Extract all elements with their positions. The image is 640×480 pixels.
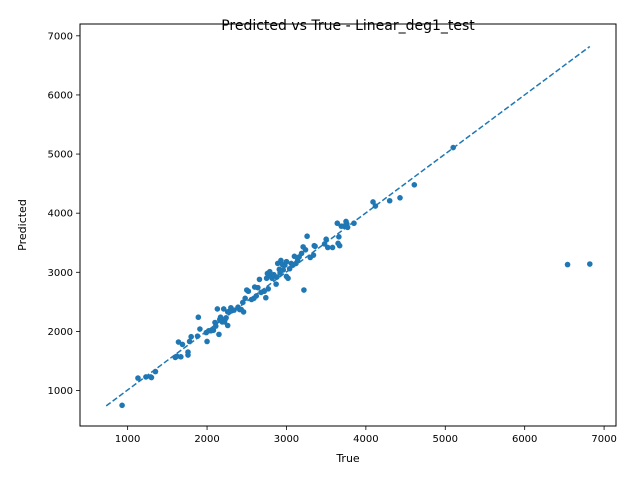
chart-title: Predicted vs True - Linear_deg1_test bbox=[221, 18, 475, 34]
data-point bbox=[245, 288, 252, 295]
data-point bbox=[411, 182, 418, 188]
data-point bbox=[291, 253, 298, 260]
data-point bbox=[336, 234, 342, 240]
data-point bbox=[204, 338, 210, 345]
y-tick-label: 4000 bbox=[48, 209, 73, 220]
x-tick-label: 3000 bbox=[274, 434, 299, 445]
x-tick-label: 7000 bbox=[591, 434, 616, 445]
data-point bbox=[334, 220, 341, 227]
data-point bbox=[195, 314, 202, 321]
data-point bbox=[148, 374, 155, 381]
data-point bbox=[214, 306, 221, 312]
data-point bbox=[386, 197, 393, 204]
data-point bbox=[336, 242, 343, 249]
data-point bbox=[301, 287, 307, 293]
points-layer bbox=[119, 144, 593, 409]
data-point bbox=[280, 267, 287, 273]
data-point bbox=[224, 322, 231, 329]
x-tick-label: 5000 bbox=[433, 434, 458, 445]
data-point bbox=[370, 199, 376, 205]
data-point bbox=[240, 309, 247, 315]
data-point bbox=[302, 247, 309, 253]
data-point bbox=[197, 326, 203, 332]
y-tick-label: 1000 bbox=[48, 386, 73, 397]
data-point bbox=[266, 268, 273, 275]
data-point bbox=[329, 244, 336, 251]
data-point bbox=[312, 243, 318, 250]
y-axis-label: Predicted bbox=[16, 199, 29, 251]
data-point bbox=[283, 258, 290, 265]
data-point bbox=[397, 195, 403, 201]
data-point bbox=[119, 402, 125, 409]
data-point bbox=[210, 327, 217, 334]
y-tick-label: 5000 bbox=[48, 150, 73, 161]
data-point bbox=[304, 233, 310, 240]
data-point bbox=[188, 333, 194, 340]
data-point bbox=[212, 323, 219, 329]
y-tick-label: 6000 bbox=[48, 90, 73, 101]
data-point bbox=[263, 294, 269, 301]
data-point bbox=[274, 274, 280, 280]
data-point bbox=[242, 295, 248, 302]
data-point bbox=[285, 275, 291, 282]
x-axis-label: True bbox=[335, 452, 360, 465]
data-point bbox=[217, 314, 224, 321]
data-point bbox=[265, 286, 272, 292]
data-point bbox=[298, 250, 305, 257]
data-point bbox=[220, 306, 227, 312]
data-point bbox=[135, 375, 141, 381]
data-point bbox=[178, 354, 184, 360]
data-point bbox=[256, 276, 263, 283]
data-point bbox=[273, 281, 279, 287]
y-tick-label: 2000 bbox=[48, 327, 73, 338]
data-point bbox=[351, 220, 357, 227]
reference-line bbox=[105, 45, 591, 407]
data-point bbox=[587, 261, 593, 267]
y-axis: 1000 2000 3000 4000 5000 6000 7000 bbox=[48, 31, 80, 397]
data-point bbox=[179, 341, 186, 348]
reference-line-layer bbox=[105, 45, 591, 407]
data-point bbox=[185, 349, 191, 355]
x-tick-label: 6000 bbox=[512, 434, 537, 445]
plot-area-frame bbox=[79, 23, 617, 427]
data-point bbox=[324, 244, 331, 251]
x-axis: 1000 2000 3000 4000 5000 6000 7000 bbox=[115, 426, 617, 445]
data-point bbox=[216, 331, 222, 338]
data-point bbox=[255, 284, 261, 291]
y-tick-label: 3000 bbox=[48, 268, 73, 279]
data-point bbox=[564, 261, 571, 268]
data-point bbox=[231, 307, 237, 313]
data-point bbox=[310, 252, 317, 258]
x-tick-label: 4000 bbox=[353, 434, 378, 445]
x-tick-label: 1000 bbox=[115, 434, 140, 445]
y-tick-label: 7000 bbox=[48, 31, 73, 42]
x-tick-label: 2000 bbox=[194, 434, 219, 445]
data-point bbox=[223, 315, 229, 321]
